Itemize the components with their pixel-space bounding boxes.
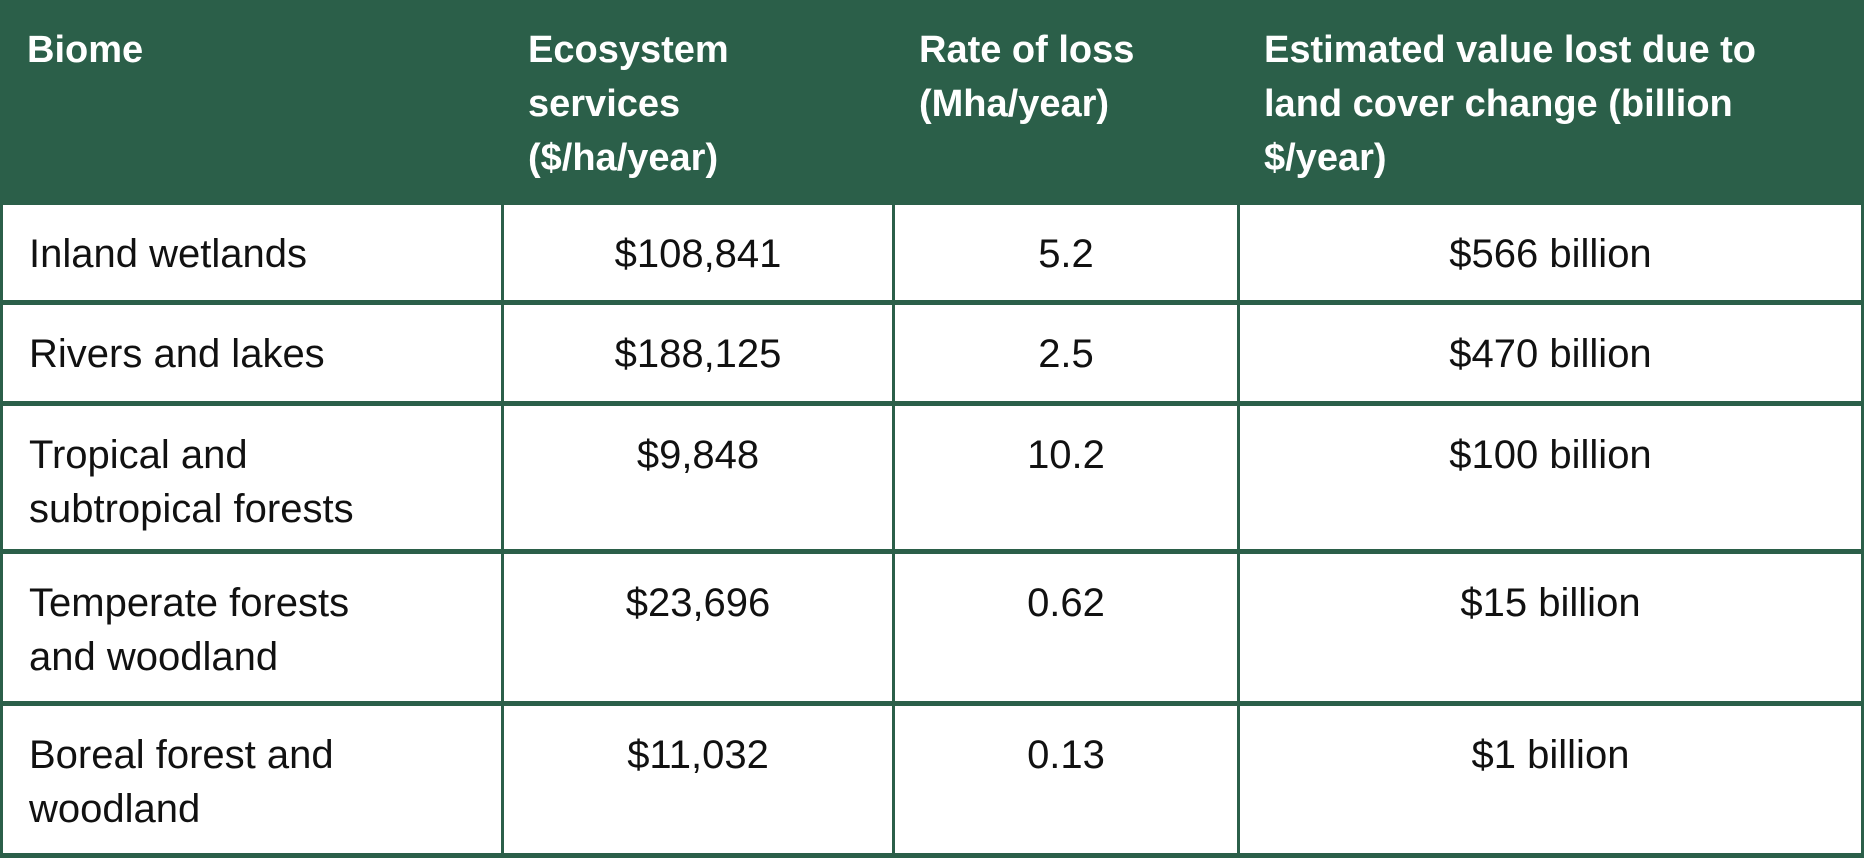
cell-biome-name: Rivers and lakes — [3, 305, 501, 401]
cell-biome-name: Boreal forest and woodland — [3, 706, 501, 853]
column-header-estimated-value-lost: Estimated value lost due to land cover c… — [1264, 29, 1756, 179]
cell-estimated-value-lost: $100 billion — [1240, 406, 1861, 549]
cell-rate-of-loss-value: 2.5 — [895, 305, 1237, 401]
cell-estimated-value-lost: $566 billion — [1240, 205, 1861, 300]
cell-rate-of-loss-value: 5.2 — [895, 205, 1237, 300]
cell-biome-name: Tropical and subtropical forests — [3, 406, 501, 549]
cell-estimated-value-lost: $470 billion — [1240, 305, 1861, 401]
cell-biome-name: Inland wetlands — [3, 205, 501, 300]
cell-ecosystem-services-value: $11,032 — [504, 706, 892, 853]
cell-estimated-value-lost: $1 billion — [1240, 706, 1861, 853]
cell-ecosystem-services-value: $23,696 — [504, 554, 892, 701]
cell-rate-of-loss-value: 10.2 — [895, 406, 1237, 549]
cell-ecosystem-services-value: $9,848 — [504, 406, 892, 549]
column-header-ecosystem-services: Ecosystem services ($/ha/year) — [528, 29, 729, 179]
cell-rate-of-loss-value: 0.13 — [895, 706, 1237, 853]
column-header-biome: Biome — [27, 29, 144, 71]
cell-rate-of-loss-value: 0.62 — [895, 554, 1237, 701]
cell-ecosystem-services-value: $188,125 — [504, 305, 892, 401]
cell-ecosystem-services-value: $108,841 — [504, 205, 892, 300]
cell-estimated-value-lost: $15 billion — [1240, 554, 1861, 701]
column-header-rate-of-loss: Rate of loss (Mha/year) — [919, 29, 1135, 125]
cell-biome-name: Temperate forests and woodland — [3, 554, 501, 701]
